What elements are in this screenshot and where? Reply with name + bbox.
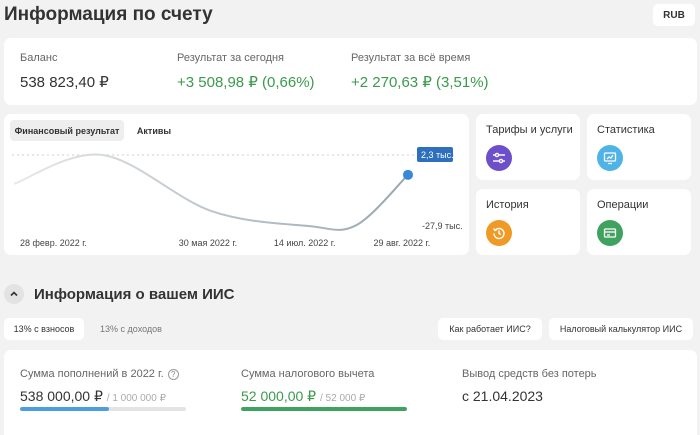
chart-screen-icon bbox=[597, 145, 623, 171]
tile-history[interactable]: История bbox=[476, 189, 580, 255]
deduction-label: Сумма налогового вычета bbox=[241, 368, 375, 380]
tile-operations[interactable]: Операции bbox=[587, 189, 691, 255]
x-tick-label: 29 авг. 2022 г. bbox=[374, 238, 431, 248]
help-icon[interactable]: ? bbox=[167, 368, 179, 380]
max-value-badge bbox=[417, 147, 453, 162]
x-axis-ticks: 28 февр. 2022 г. 30 мая 2022 г. 14 июл. 20… bbox=[20, 238, 430, 248]
collapse-button[interactable] bbox=[4, 284, 24, 304]
max-value-label: 2,3 тыс. bbox=[421, 150, 454, 160]
last-point-marker bbox=[403, 169, 413, 180]
account-summary-card: Баланс 538 823,40 ₽ Результат за сегодня… bbox=[4, 38, 697, 105]
iis-title: Информация о вашем ИИС bbox=[34, 285, 235, 303]
today-result-label: Результат за сегодня bbox=[177, 52, 285, 64]
iis-section-header: Информация о вашем ИИС bbox=[4, 284, 235, 304]
deposits-label: Сумма пополнений в 2022 г. ? bbox=[20, 368, 179, 380]
iis-details-card: Сумма пополнений в 2022 г. ? 538 000,00 … bbox=[4, 350, 697, 435]
tile-operations-label: Операции bbox=[597, 199, 649, 211]
chevron-up-icon bbox=[10, 291, 18, 297]
balance-value: 538 823,40 ₽ bbox=[20, 74, 109, 91]
card-icon bbox=[597, 220, 623, 246]
deduction-value-row: 52 000,00 ₽ / 52 000 ₽ bbox=[241, 388, 374, 405]
deposits-progress-bar bbox=[20, 407, 186, 411]
today-result-value: +3 508,98 ₽ (0,66%) bbox=[177, 74, 315, 91]
balance-metric: Баланс 538 823,40 ₽ bbox=[20, 52, 109, 91]
result-series-line bbox=[13, 153, 409, 231]
tile-tariffs[interactable]: Тарифы и услуги bbox=[476, 114, 580, 180]
deposits-value-row: 538 000,00 ₽ / 1 000 000 ₽ bbox=[20, 388, 179, 405]
deposits-label-text: Сумма пополнений в 2022 г. bbox=[20, 368, 164, 380]
deposits-column: Сумма пополнений в 2022 г. ? 538 000,00 … bbox=[20, 368, 179, 405]
financial-result-chart: 2,3 тыс. -27,9 тыс. 28 февр. 2022 г. 30 м… bbox=[12, 147, 463, 248]
tab-deposits-deduction[interactable]: 13% с взносов bbox=[4, 318, 84, 340]
tile-tariffs-label: Тарифы и услуги bbox=[486, 124, 573, 136]
history-icon bbox=[486, 220, 512, 246]
alltime-result-metric: Результат за всё время +2 270,63 ₽ (3,51… bbox=[351, 52, 489, 91]
tile-statistics[interactable]: Статистика bbox=[587, 114, 691, 180]
tab-assets[interactable]: Активы bbox=[136, 125, 172, 136]
deposits-limit: / 1 000 000 ₽ bbox=[106, 393, 166, 404]
alltime-result-label: Результат за всё время bbox=[351, 52, 471, 64]
x-tick-label: 28 февр. 2022 г. bbox=[20, 238, 87, 248]
page-title: Информация по счету bbox=[4, 4, 213, 25]
deduction-progress-fill bbox=[241, 407, 407, 411]
balance-label: Баланс bbox=[20, 52, 58, 64]
deduction-limit: / 52 000 ₽ bbox=[319, 393, 366, 404]
deduction-progress-bar bbox=[241, 407, 407, 411]
tile-history-label: История bbox=[486, 199, 529, 211]
deposits-progress-fill bbox=[20, 407, 110, 411]
x-tick-label: 14 июл. 2022 г. bbox=[274, 238, 336, 248]
withdraw-label: Вывод средств без потерь bbox=[462, 368, 597, 380]
tab-financial-result[interactable]: Финансовый результат bbox=[10, 120, 124, 141]
chart-card: Финансовый результат Активы 2,3 тыс. -27… bbox=[4, 114, 469, 255]
deduction-column: Сумма налогового вычета 52 000,00 ₽ / 52… bbox=[241, 368, 374, 405]
tile-statistics-label: Статистика bbox=[597, 124, 655, 136]
tax-calculator-button[interactable]: Налоговый калькулятор ИИС bbox=[549, 318, 693, 340]
withdraw-value: с 21.04.2023 bbox=[462, 388, 543, 404]
currency-button[interactable]: RUB bbox=[653, 4, 695, 26]
withdraw-column: Вывод средств без потерь с 21.04.2023 bbox=[462, 368, 597, 404]
min-value-label: -27,9 тыс. bbox=[422, 221, 463, 231]
deduction-value: 52 000,00 ₽ bbox=[241, 388, 317, 404]
x-tick-label: 30 мая 2022 г. bbox=[179, 238, 237, 248]
today-result-metric: Результат за сегодня +3 508,98 ₽ (0,66%) bbox=[177, 52, 315, 91]
deposits-value: 538 000,00 ₽ bbox=[20, 388, 103, 404]
alltime-result-value: +2 270,63 ₽ (3,51%) bbox=[351, 74, 489, 91]
sliders-icon bbox=[486, 145, 512, 171]
tab-income-deduction[interactable]: 13% с доходов bbox=[100, 324, 162, 334]
how-iis-works-button[interactable]: Как работает ИИС? bbox=[438, 318, 542, 340]
